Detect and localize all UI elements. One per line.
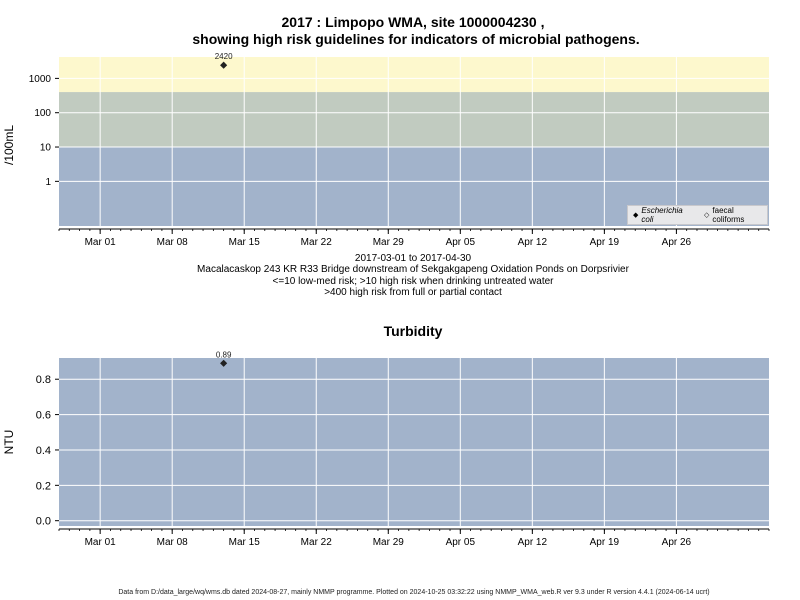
x-tick-label: Apr 19 (590, 537, 620, 548)
x-tick-label: Mar 29 (373, 237, 405, 248)
y-tick-label: 0.4 (36, 445, 51, 457)
x-tick-label: Mar 22 (301, 237, 333, 248)
risk-note-1: <=10 low-med risk; >10 high risk when dr… (272, 276, 554, 287)
y-tick-label: 10 (40, 143, 52, 154)
x-tick-label: Apr 12 (518, 537, 548, 548)
turbidity-y-axis-label: NTU (2, 429, 16, 455)
x-tick-label: Apr 19 (590, 237, 620, 248)
data-point (220, 61, 228, 69)
y-tick-label: 0.0 (36, 516, 51, 528)
data-label: 2420 (215, 52, 233, 61)
y-tick-label: 1 (45, 177, 51, 188)
x-tick-label: Apr 05 (446, 237, 476, 248)
legend: ◆ Escherichia coli ◇ faecal coliforms (627, 205, 768, 225)
y-tick-label: 0.8 (36, 374, 51, 386)
y-tick-label: 0.2 (36, 480, 51, 492)
x-tick-label: Mar 22 (301, 537, 333, 548)
chart-title-line1: 2017 : Limpopo WMA, site 1000004230 , (281, 14, 545, 30)
data-label: 0.89 (216, 350, 232, 359)
risk-band (59, 57, 769, 93)
turbidity-title: Turbidity (383, 323, 443, 339)
y-tick-label: 100 (34, 108, 51, 119)
footer-note: Data from D:/data_large/wq/wms.db dated … (118, 589, 710, 596)
turbidity-plot: 0.0 0.2 0.4 0.6 0.8 0.89 Mar 01 Mar 08 Mar 15 Mar… (36, 350, 770, 548)
date-range-label: 2017-03-01 to 2017-04-30 (354, 253, 472, 264)
x-tick-label: Apr 26 (662, 237, 692, 248)
ecoli-legend-label: Escherichia coli (641, 206, 683, 224)
x-tick-label: Mar 08 (157, 237, 189, 248)
risk-note-2: >400 high risk from full or partial cont… (324, 287, 502, 298)
x-tick-label: Mar 01 (85, 537, 117, 548)
chart-title-line2: showing high risk guidelines for indicat… (192, 31, 640, 47)
x-tick-label: Mar 01 (85, 237, 117, 248)
plot-background (59, 358, 769, 526)
faecal-legend-label: faecal coliforms (712, 206, 745, 224)
x-tick-label: Mar 15 (229, 237, 261, 248)
site-description: Macalacaskop 243 KR R33 Bridge downstrea… (197, 264, 629, 275)
x-tick-label: Mar 29 (373, 537, 405, 548)
x-tick-label: Mar 08 (157, 537, 189, 548)
y-tick-label: 0.6 (36, 410, 51, 422)
y-tick-label: 1000 (29, 74, 52, 85)
microbial-plot: 1 10 100 1000 2420 Mar 01 Mar 08 Mar 15 Mar 22 Ma… (29, 52, 770, 248)
x-tick-label: Mar 15 (229, 537, 261, 548)
x-tick-label: Apr 05 (446, 537, 476, 548)
microbial-y-axis-label: /100mL (2, 124, 16, 166)
risk-band (59, 92, 769, 148)
faecal-legend-marker: ◇ (704, 212, 710, 219)
data-point (220, 359, 228, 367)
x-tick-label: Apr 12 (518, 237, 548, 248)
x-tick-label: Apr 26 (662, 537, 692, 548)
ecoli-legend-marker: ◆ (633, 212, 639, 219)
